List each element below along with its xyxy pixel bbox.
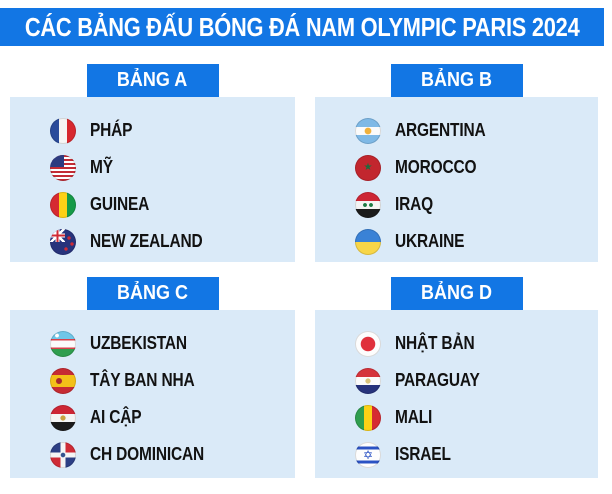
dominican-republic-flag-icon: [50, 441, 76, 468]
ukraine-flag-icon: [355, 228, 381, 255]
group-d-panel: NHẬT BẢN PARAGUAY MALI ISRAEL: [315, 310, 598, 478]
team-row: NHẬT BẢN: [355, 325, 588, 362]
team-row: IRAQ: [355, 186, 588, 223]
title-bar: CÁC BẢNG ĐẤU BÓNG ĐÁ NAM OLYMPIC PARIS 2…: [0, 8, 604, 46]
group-d: BẢNG D NHẬT BẢN PARAGUAY MALI ISRAEL: [315, 277, 598, 478]
team-row: GUINEA: [50, 186, 285, 223]
mali-flag-icon: [355, 404, 381, 431]
new-zealand-flag-icon: [50, 228, 76, 255]
team-row: PARAGUAY: [355, 362, 588, 399]
guinea-flag-icon: [50, 191, 76, 218]
team-row: CH DOMINICAN: [50, 436, 285, 473]
group-d-label: BẢNG D: [420, 282, 492, 304]
group-c: BẢNG C UZBEKISTAN TÂY BAN NHA AI CẬP CH …: [10, 277, 295, 478]
usa-flag-icon: [50, 154, 76, 181]
group-a: BẢNG A PHÁP MỸ GUINEA NEW ZEALAND: [10, 64, 295, 262]
group-a-badge: BẢNG A: [86, 64, 219, 97]
group-b-label: BẢNG B: [420, 69, 492, 91]
japan-flag-icon: [355, 330, 381, 357]
group-c-label: BẢNG C: [116, 282, 188, 304]
paraguay-flag-icon: [355, 367, 381, 394]
team-name: MALI: [395, 407, 433, 427]
team-name: ISRAEL: [395, 444, 451, 464]
team-name: GUINEA: [90, 194, 150, 214]
team-row: ISRAEL: [355, 436, 588, 473]
argentina-flag-icon: [355, 117, 381, 144]
france-flag-icon: [50, 117, 76, 144]
team-row: UKRAINE: [355, 223, 588, 260]
spain-flag-icon: [50, 367, 76, 394]
israel-flag-icon: [355, 441, 381, 468]
group-c-badge: BẢNG C: [86, 277, 219, 310]
team-name: MOROCCO: [395, 157, 477, 177]
group-a-panel: PHÁP MỸ GUINEA NEW ZEALAND: [10, 97, 295, 262]
team-name: PHÁP: [90, 120, 133, 140]
team-row: ARGENTINA: [355, 112, 588, 149]
team-row: NEW ZEALAND: [50, 223, 285, 260]
group-b-panel: ARGENTINA MOROCCO IRAQ UKRAINE: [315, 97, 598, 262]
team-row: TÂY BAN NHA: [50, 362, 285, 399]
iraq-flag-icon: [355, 191, 381, 218]
team-row: PHÁP: [50, 112, 285, 149]
morocco-flag-icon: [355, 154, 381, 181]
group-d-badge: BẢNG D: [390, 277, 523, 310]
team-name: PARAGUAY: [395, 370, 480, 390]
team-name: NEW ZEALAND: [90, 231, 203, 251]
group-b: BẢNG B ARGENTINA MOROCCO IRAQ UKRAINE: [315, 64, 598, 262]
team-row: MALI: [355, 399, 588, 436]
team-name: AI CẬP: [90, 407, 142, 427]
team-name: UZBEKISTAN: [90, 333, 187, 353]
team-name: ARGENTINA: [395, 120, 486, 140]
team-row: AI CẬP: [50, 399, 285, 436]
team-name: UKRAINE: [395, 231, 465, 251]
group-a-label: BẢNG A: [117, 69, 188, 91]
egypt-flag-icon: [50, 404, 76, 431]
team-row: UZBEKISTAN: [50, 325, 285, 362]
team-name: NHẬT BẢN: [395, 333, 475, 353]
team-row: MOROCCO: [355, 149, 588, 186]
team-name: MỸ: [90, 157, 113, 177]
page-title: CÁC BẢNG ĐẤU BÓNG ĐÁ NAM OLYMPIC PARIS 2…: [24, 11, 580, 42]
team-name: IRAQ: [395, 194, 434, 214]
team-name: TÂY BAN NHA: [90, 370, 195, 390]
team-name: CH DOMINICAN: [90, 444, 205, 464]
group-c-panel: UZBEKISTAN TÂY BAN NHA AI CẬP CH DOMINIC…: [10, 310, 295, 478]
group-b-badge: BẢNG B: [390, 64, 523, 97]
uzbekistan-flag-icon: [50, 330, 76, 357]
team-row: MỸ: [50, 149, 285, 186]
